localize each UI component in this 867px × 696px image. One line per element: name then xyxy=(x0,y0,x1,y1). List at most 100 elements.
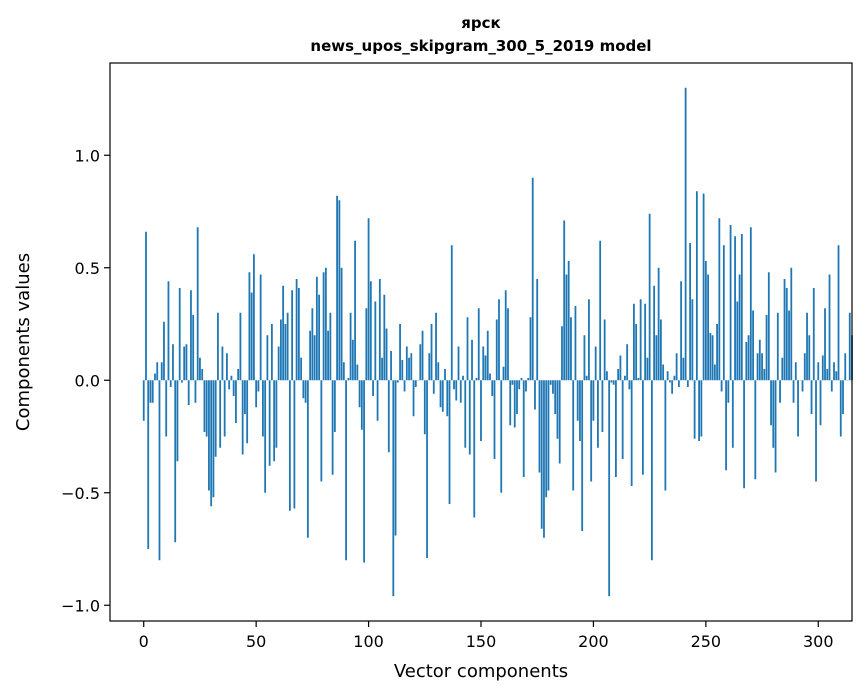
bar xyxy=(543,380,545,538)
bar xyxy=(165,380,168,437)
bar xyxy=(848,312,851,381)
bar xyxy=(839,380,842,437)
bar xyxy=(163,321,165,381)
bar xyxy=(408,357,410,381)
x-tick-label: 200 xyxy=(578,632,609,651)
bar xyxy=(291,290,294,381)
bar xyxy=(230,375,233,381)
bar xyxy=(446,380,449,417)
y-tick-label: −0.5 xyxy=(61,484,100,503)
bar xyxy=(558,380,561,464)
bar xyxy=(462,375,464,381)
bar xyxy=(738,274,741,381)
bar xyxy=(410,353,413,381)
bar xyxy=(176,380,179,462)
bar xyxy=(405,346,408,381)
bar xyxy=(232,380,235,396)
bar xyxy=(704,261,707,381)
bar xyxy=(641,380,644,475)
bar xyxy=(491,380,494,396)
bar xyxy=(363,380,365,563)
bar xyxy=(630,380,633,486)
bar xyxy=(293,380,296,509)
bar xyxy=(318,294,321,381)
bar xyxy=(365,308,368,381)
bar xyxy=(626,344,629,381)
bar xyxy=(493,380,496,459)
bar xyxy=(617,369,620,381)
bar xyxy=(662,364,665,381)
bar xyxy=(565,274,568,381)
bar xyxy=(677,380,680,387)
bar xyxy=(772,380,775,448)
bar xyxy=(803,353,806,381)
bar xyxy=(774,380,777,473)
bar xyxy=(833,362,835,381)
bar xyxy=(680,281,683,381)
bar xyxy=(345,380,347,561)
bar xyxy=(156,362,159,381)
bar xyxy=(549,380,552,385)
bar xyxy=(756,353,759,381)
bar xyxy=(214,380,217,457)
bar xyxy=(765,315,768,381)
bar xyxy=(277,346,280,381)
bar xyxy=(837,245,840,381)
bar xyxy=(169,380,172,387)
bar xyxy=(262,380,264,437)
bar xyxy=(257,380,260,392)
bar xyxy=(237,369,240,381)
bar xyxy=(403,380,406,392)
bar xyxy=(306,380,309,538)
bar xyxy=(608,380,611,597)
bar xyxy=(513,380,516,428)
bar xyxy=(711,335,714,381)
bar xyxy=(655,335,658,381)
bar xyxy=(529,317,532,381)
bar xyxy=(682,357,685,381)
bar xyxy=(531,177,534,381)
bar xyxy=(819,380,822,426)
bar xyxy=(507,308,509,381)
bar xyxy=(239,312,242,381)
bar xyxy=(259,274,262,381)
bar xyxy=(378,279,381,381)
bar xyxy=(790,267,793,381)
bar xyxy=(327,330,329,381)
bar xyxy=(806,312,808,381)
bar xyxy=(601,380,604,432)
bar xyxy=(342,362,345,381)
bar xyxy=(302,380,305,399)
bar xyxy=(450,245,453,381)
bar xyxy=(734,236,736,381)
bar xyxy=(205,380,208,437)
bar xyxy=(313,335,316,381)
bar xyxy=(300,357,303,381)
bar xyxy=(210,380,213,507)
bar xyxy=(736,301,739,381)
bar xyxy=(266,335,269,381)
bar xyxy=(653,285,656,381)
bar xyxy=(776,312,779,381)
bar xyxy=(275,380,278,448)
bar xyxy=(333,380,336,432)
bar xyxy=(518,380,521,390)
bar xyxy=(253,254,255,381)
bar xyxy=(574,306,577,381)
bar xyxy=(556,380,559,439)
bar xyxy=(185,344,188,381)
bar xyxy=(597,380,599,448)
bar xyxy=(244,380,246,414)
bar xyxy=(826,369,829,381)
bar xyxy=(412,380,415,417)
bar xyxy=(498,299,500,381)
bar xyxy=(311,308,314,381)
bar xyxy=(835,371,838,381)
bar xyxy=(468,380,471,455)
bar xyxy=(812,288,815,381)
bar xyxy=(594,346,597,381)
bar xyxy=(255,380,258,408)
bar xyxy=(727,380,730,403)
bar xyxy=(525,380,527,392)
bar xyxy=(160,362,163,381)
